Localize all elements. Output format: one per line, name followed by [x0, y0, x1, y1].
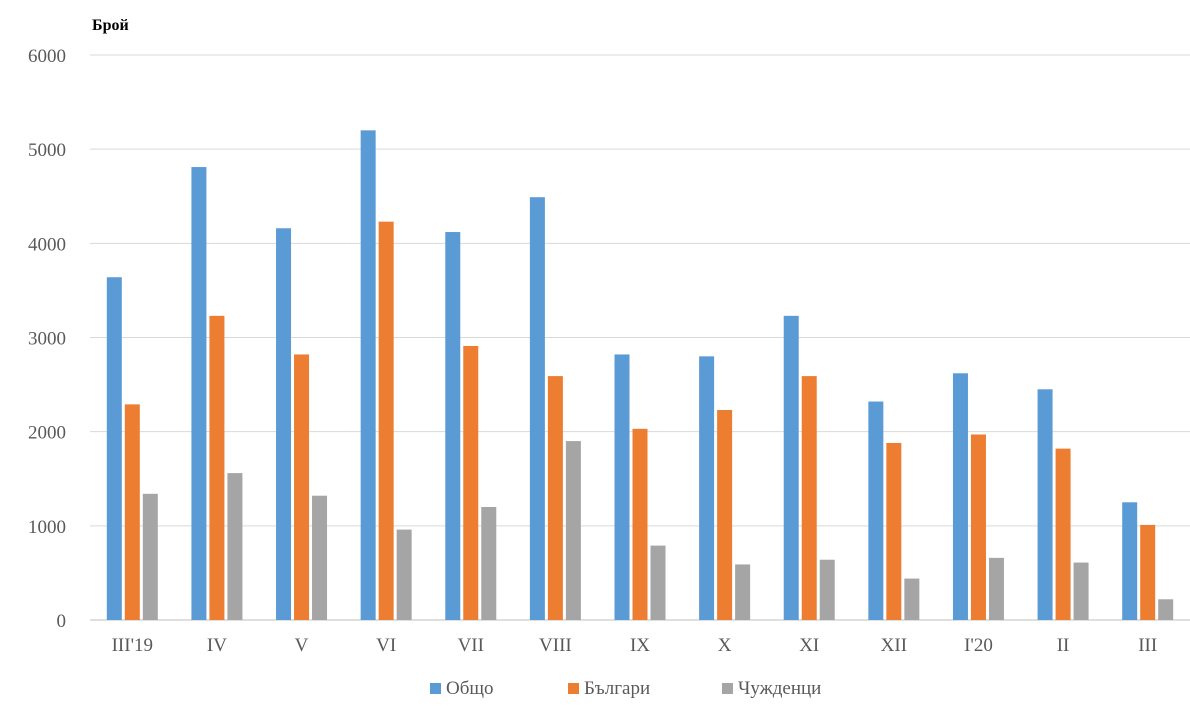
bars: [106, 130, 1174, 621]
y-tick-label: 3000: [28, 329, 66, 350]
x-tick-label: VII: [458, 635, 484, 656]
bar: [868, 401, 884, 620]
bar: [819, 559, 835, 620]
bar: [106, 277, 122, 620]
legend: Общо Българи Чужденци: [430, 678, 821, 699]
bar: [209, 315, 225, 620]
y-tick-label: 0: [57, 611, 67, 632]
bar: [886, 442, 902, 620]
x-tick-label: IX: [630, 635, 650, 656]
bar: [1140, 524, 1156, 620]
bar: [312, 495, 328, 620]
bar: [378, 221, 394, 621]
bar: [1158, 599, 1174, 620]
x-tick-label: III: [1138, 635, 1157, 656]
bar: [142, 493, 158, 620]
x-tick-label: V: [295, 635, 309, 656]
y-tick-label: 4000: [28, 234, 66, 255]
bar: [463, 345, 479, 620]
bar: [783, 315, 799, 620]
bar: [735, 564, 751, 620]
x-tick-label: X: [718, 635, 732, 656]
y-tick-label: 5000: [28, 140, 66, 161]
bar: [632, 428, 648, 620]
x-tick-label: XII: [881, 635, 907, 656]
legend-label: Общо: [446, 678, 494, 699]
bar: [1055, 448, 1071, 620]
bar: [614, 354, 630, 620]
bar: [970, 434, 986, 620]
y-axis-ticks: 0 1000 2000 3000 4000 5000 6000: [28, 46, 66, 632]
bar: [952, 373, 968, 620]
bar: [1037, 389, 1053, 620]
bar: [294, 354, 310, 620]
legend-label: Чужденци: [738, 678, 821, 699]
bar: [191, 167, 207, 620]
bar: [717, 410, 733, 620]
bar: [547, 376, 563, 620]
y-tick-label: 2000: [28, 423, 66, 444]
bar: [699, 356, 715, 620]
bar: [565, 441, 581, 620]
bar: [1073, 562, 1089, 620]
x-tick-label: XI: [799, 635, 819, 656]
bar: [445, 232, 461, 621]
bar: [276, 228, 292, 620]
legend-swatch: [722, 683, 733, 694]
bar: [124, 404, 140, 620]
x-axis-ticks: III'19 IV V VI VII VIII IX X XI XII I'20 II III: [112, 635, 1158, 656]
bar: [227, 473, 243, 620]
x-tick-label: I'20: [964, 635, 993, 656]
y-axis-label: Брой: [92, 17, 129, 34]
x-tick-label: III'19: [112, 635, 153, 656]
x-tick-label: IV: [207, 635, 227, 656]
legend-swatch: [568, 683, 579, 694]
x-tick-label: VI: [376, 635, 396, 656]
bar: [801, 376, 817, 620]
bar: [529, 197, 545, 621]
bar: [1122, 502, 1138, 620]
y-tick-label: 6000: [28, 46, 66, 67]
x-tick-label: VIII: [539, 635, 572, 656]
legend-label: Българи: [584, 678, 650, 699]
bar: [360, 130, 376, 621]
legend-swatch: [430, 683, 441, 694]
x-tick-label: II: [1057, 635, 1070, 656]
bar: [988, 557, 1004, 620]
bar: [650, 545, 666, 620]
bar: [481, 507, 497, 620]
bar: [396, 529, 412, 620]
bar: [904, 578, 920, 620]
y-tick-label: 1000: [28, 517, 66, 538]
